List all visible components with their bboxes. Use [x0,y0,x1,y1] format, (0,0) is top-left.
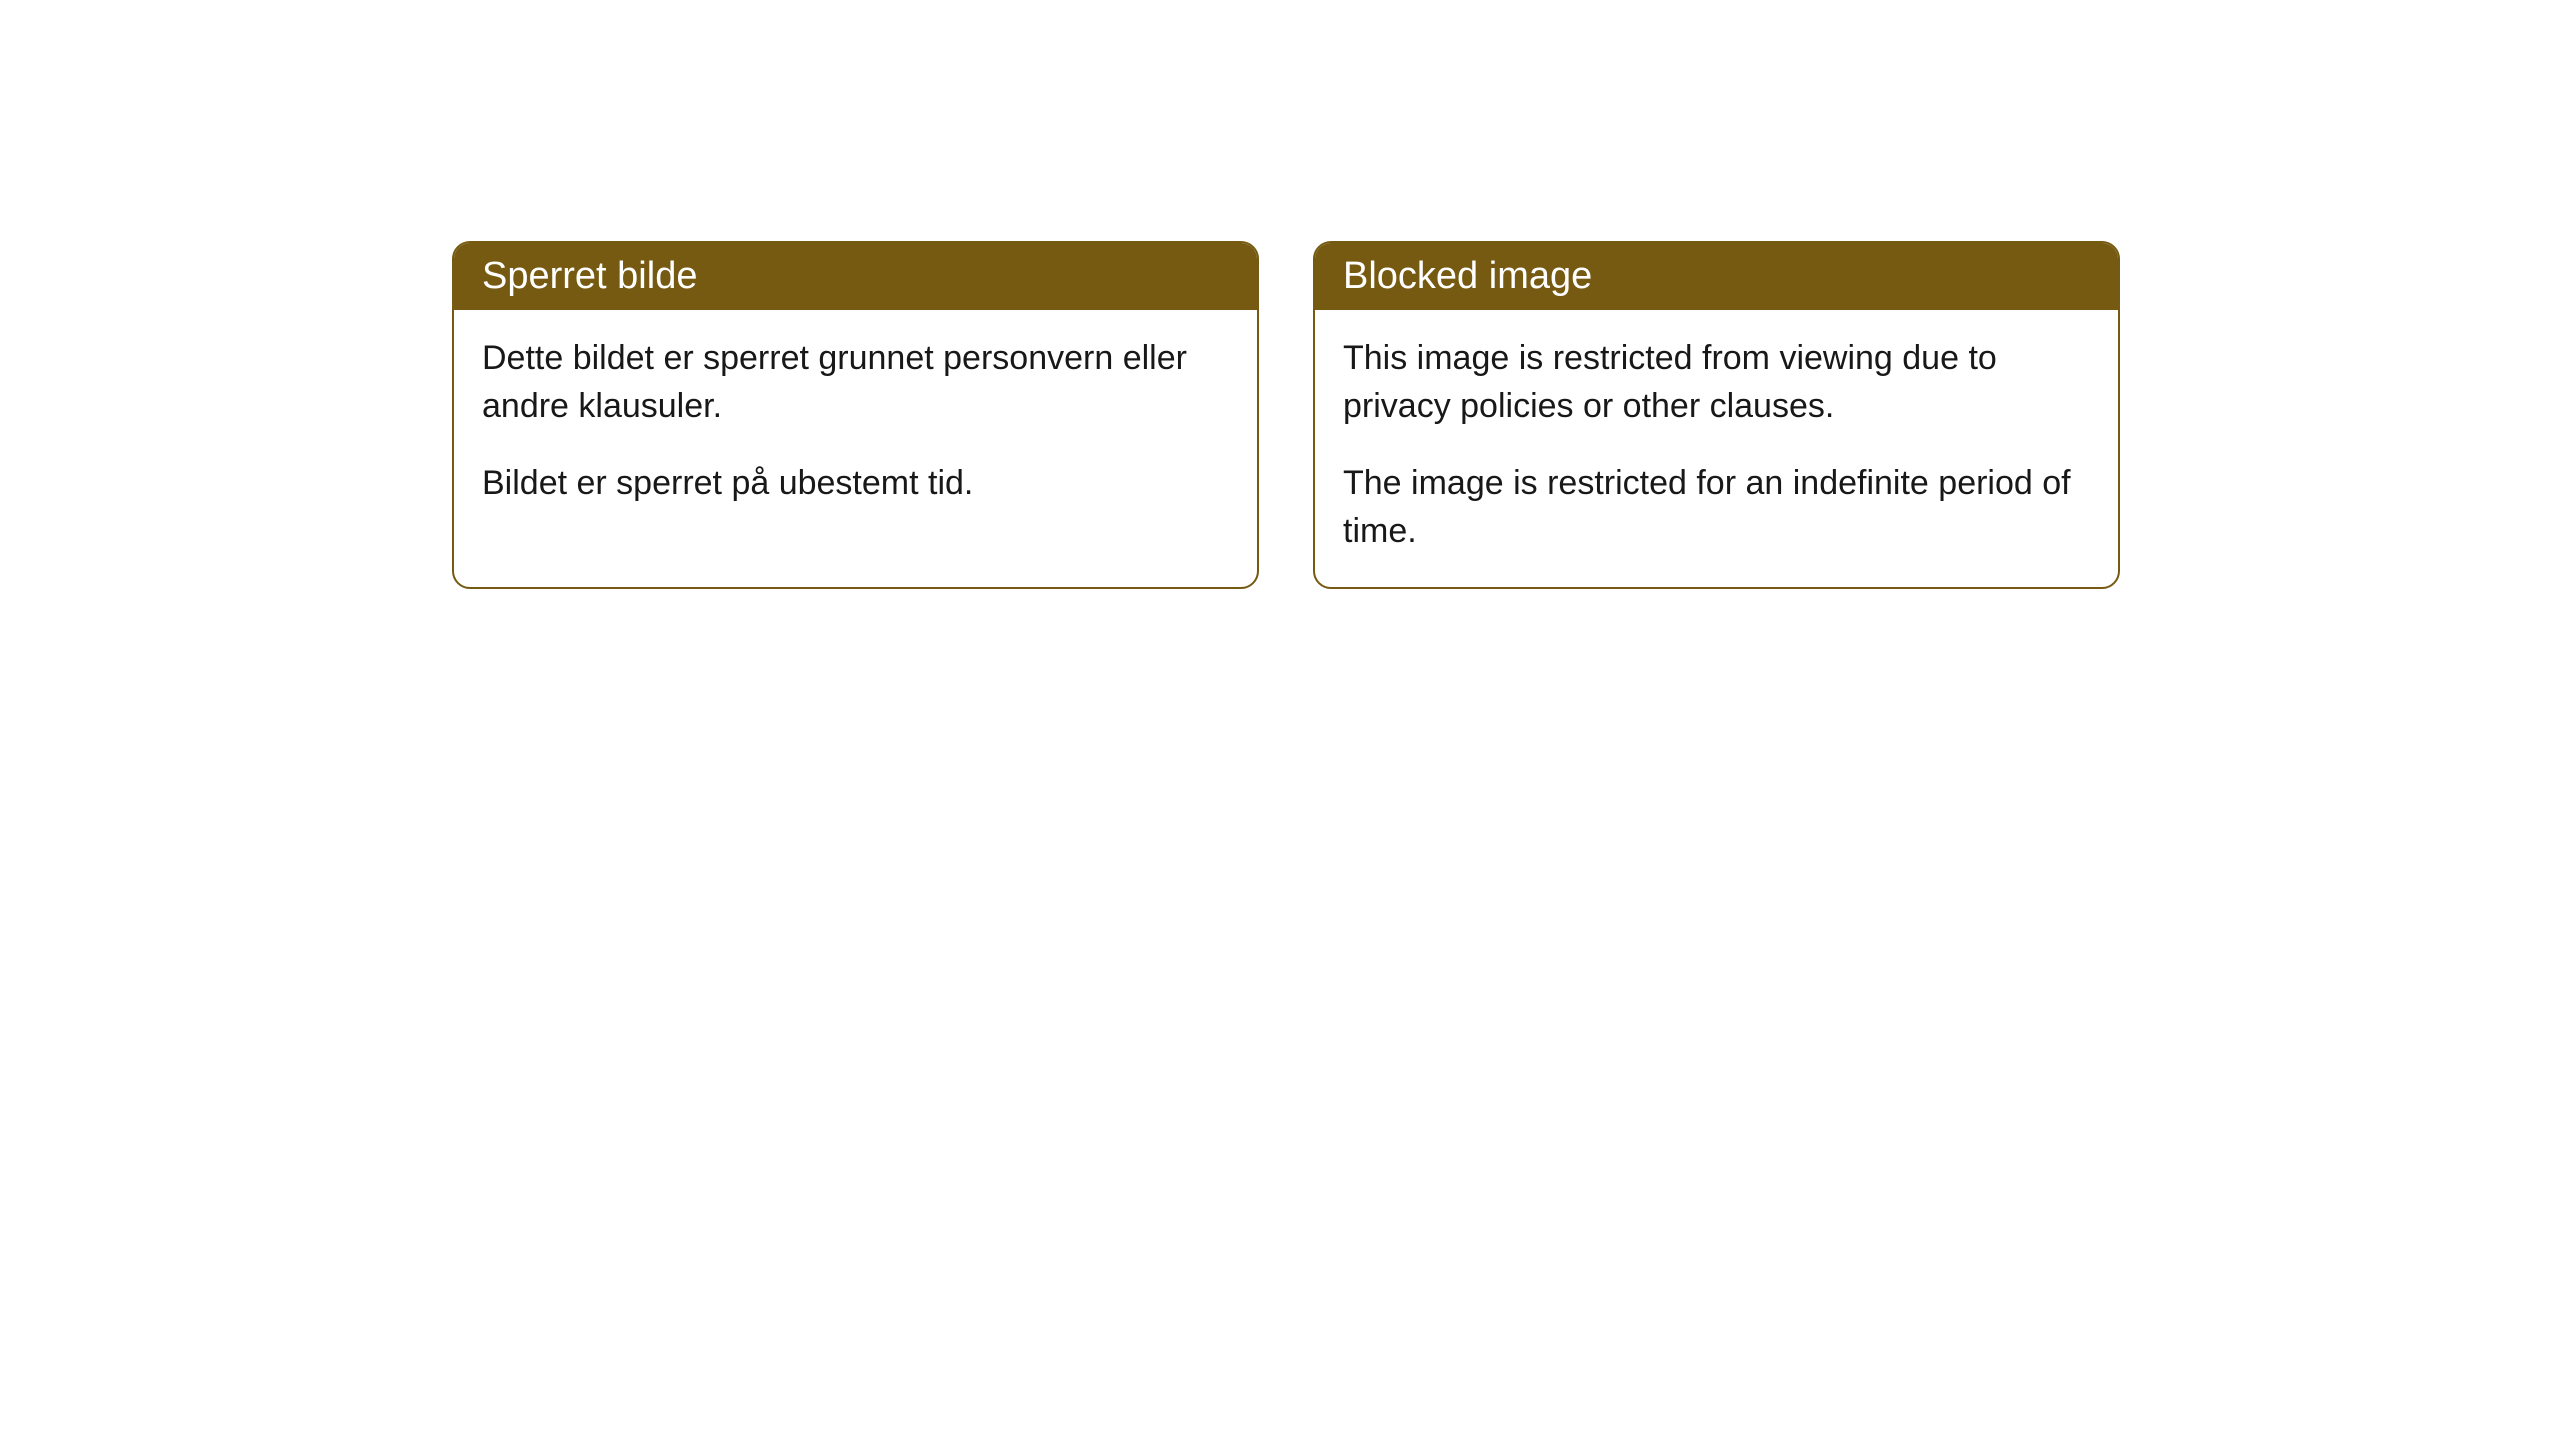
notice-paragraph: Dette bildet er sperret grunnet personve… [482,334,1229,431]
notice-header-english: Blocked image [1315,243,2118,310]
notice-header-norwegian: Sperret bilde [454,243,1257,310]
notice-body-norwegian: Dette bildet er sperret grunnet personve… [454,310,1257,539]
notice-container: Sperret bilde Dette bildet er sperret gr… [452,241,2120,589]
notice-body-english: This image is restricted from viewing du… [1315,310,2118,587]
notice-card-norwegian: Sperret bilde Dette bildet er sperret gr… [452,241,1259,589]
notice-paragraph: Bildet er sperret på ubestemt tid. [482,459,1229,507]
notice-paragraph: This image is restricted from viewing du… [1343,334,2090,431]
notice-card-english: Blocked image This image is restricted f… [1313,241,2120,589]
notice-paragraph: The image is restricted for an indefinit… [1343,459,2090,556]
